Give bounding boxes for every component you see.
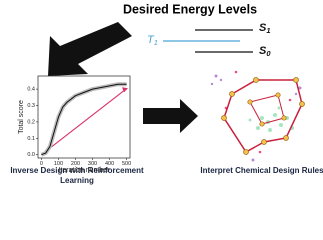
arrow [143, 99, 198, 133]
caption: Interpret Chemical Design Rules [200, 166, 323, 175]
y-tick-label: 0.0 [27, 152, 35, 158]
molecule-map [210, 70, 305, 162]
level-symbol: S [259, 22, 267, 34]
caption: Learning [60, 176, 94, 185]
trend-arrowhead [122, 87, 128, 93]
arrow [48, 22, 132, 76]
trend-arrow [41, 88, 127, 156]
x-axis-label: Iteration number [59, 167, 111, 174]
y-tick-label: 0.2 [27, 119, 35, 125]
level-subscript: 0 [266, 49, 271, 58]
x-tick-label: 0 [40, 161, 43, 167]
y-axis-label: Total score [18, 100, 25, 134]
level-symbol: S [259, 45, 267, 57]
title: Desired Energy Levels [123, 2, 257, 16]
level-label: T1 [147, 34, 158, 47]
level-symbol: T [147, 34, 155, 46]
x-tick-label: 100 [54, 161, 63, 167]
level-subscript: 1 [266, 26, 270, 35]
caption: Inverse Design with Reinforcement [10, 166, 144, 175]
x-tick-label: 400 [105, 161, 114, 167]
figure: Desired Energy Levels S1 T1 S0 Inverse D… [10, 2, 323, 185]
score-plot: 0 100 200 300 400 500 0.0 0.1 0.2 0.3 0.4 Iteration… [18, 75, 131, 174]
y-tick-label: 0.3 [27, 103, 35, 109]
score-line [41, 83, 127, 156]
plot-frame [37, 75, 131, 159]
x-tick-label: 500 [122, 161, 131, 167]
y-tick-label: 0.1 [27, 136, 35, 142]
x-tick-label: 300 [88, 161, 97, 167]
y-tick-label: 0.4 [27, 87, 35, 93]
level-subscript: 1 [154, 38, 158, 47]
level-label: S1 [259, 22, 271, 35]
level-label: S0 [259, 45, 271, 58]
x-tick-label: 200 [71, 161, 80, 167]
